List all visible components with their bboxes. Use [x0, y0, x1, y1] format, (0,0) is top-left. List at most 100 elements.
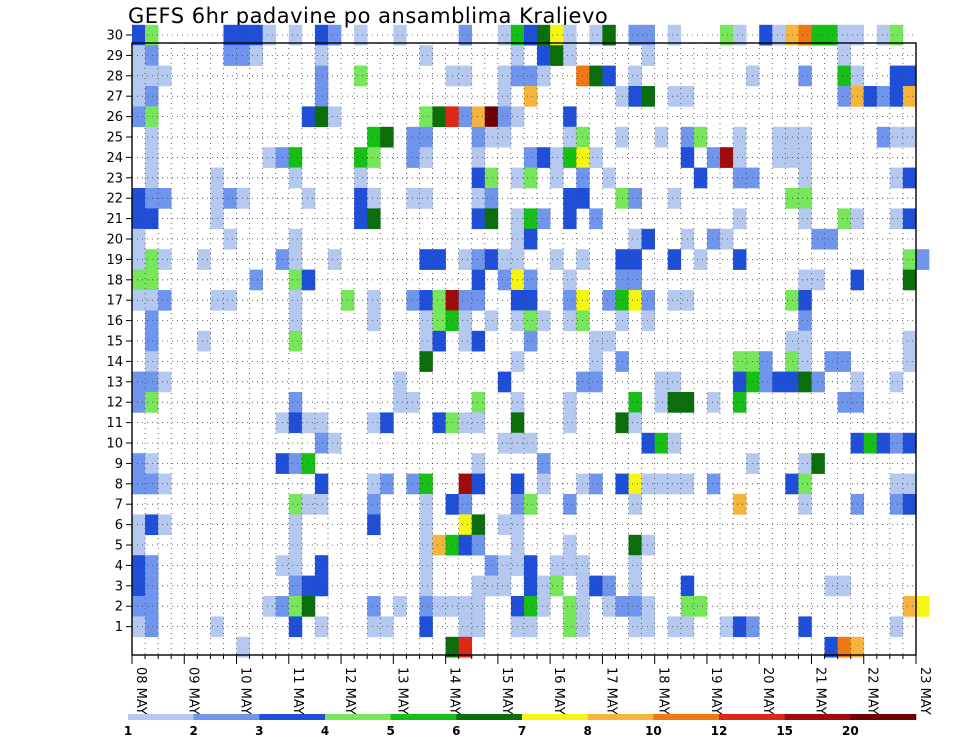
heatmap-cell: [537, 453, 551, 474]
heatmap-cell: [497, 86, 512, 107]
heatmap-cell: [145, 290, 159, 311]
heatmap-cell: [432, 249, 446, 270]
heatmap-cell: [772, 24, 786, 46]
heatmap-cell: [145, 310, 159, 332]
heatmap-cell: [393, 392, 407, 413]
heatmap-cell: [288, 269, 303, 291]
heatmap-cell: [497, 249, 512, 270]
heatmap-cell: [471, 330, 486, 352]
heatmap-cell: [902, 494, 917, 515]
heatmap-cell: [471, 514, 486, 536]
heatmap-cell: [132, 106, 146, 128]
heatmap-cell: [628, 575, 642, 597]
heatmap-cell: [524, 208, 538, 230]
heatmap-cell: [419, 473, 433, 495]
heatmap-cell: [563, 412, 577, 434]
heatmap-cell: [223, 24, 237, 46]
heatmap-cell: [798, 453, 812, 474]
heatmap-cell: [458, 636, 473, 658]
heatmap-cell: [733, 249, 747, 270]
heatmap-cell: [837, 45, 851, 66]
heatmap-cell: [145, 371, 159, 393]
heatmap-cell: [354, 208, 368, 230]
heatmap-cell: [863, 86, 878, 107]
chart-title: GEFS 6hr padavine po ansamblima Kraljevo: [128, 4, 609, 28]
heatmap-cell: [288, 575, 303, 597]
heatmap-cell: [458, 412, 473, 434]
heatmap-cell: [497, 126, 512, 148]
heatmap-cell: [288, 392, 303, 413]
heatmap-cell: [563, 24, 577, 46]
heatmap-cell: [314, 24, 329, 46]
heatmap-cell: [537, 65, 551, 87]
y-tick-label: 23: [106, 171, 123, 186]
heatmap-cell: [889, 616, 904, 638]
heatmap-cell: [132, 534, 146, 556]
heatmap-cell: [288, 453, 303, 474]
heatmap-cell: [602, 167, 616, 189]
heatmap-cell: [706, 147, 721, 168]
heatmap-cell: [602, 575, 616, 597]
heatmap-cell: [706, 228, 721, 250]
heatmap-cell: [432, 330, 446, 352]
heatmap-cell: [524, 616, 538, 638]
heatmap-cell: [824, 24, 838, 46]
heatmap-cell: [132, 453, 146, 474]
x-tick-label: 23 MAY: [917, 667, 932, 715]
heatmap-cell: [236, 45, 250, 66]
colorbar-label: 8: [583, 724, 591, 738]
heatmap-cell: [628, 473, 642, 495]
heatmap-cell: [889, 473, 904, 495]
heatmap-cell: [693, 596, 708, 617]
heatmap-cell: [902, 167, 917, 189]
colorbar-label: 15: [776, 724, 793, 738]
y-tick-label: 27: [106, 90, 123, 105]
y-tick-label: 8: [115, 477, 123, 492]
heatmap-cell: [550, 575, 564, 597]
y-tick-label: 5: [115, 539, 123, 554]
heatmap-cell: [524, 494, 538, 515]
x-tick-label: 18 MAY: [656, 667, 671, 715]
heatmap-cell: [524, 24, 538, 46]
heatmap-cell: [314, 86, 329, 107]
heatmap-cell: [367, 310, 381, 332]
heatmap-cell: [145, 555, 159, 576]
heatmap-cell: [406, 392, 420, 413]
heatmap-cell: [458, 534, 473, 556]
colorbar-segment: [784, 714, 851, 720]
heatmap-cell: [524, 147, 538, 168]
heatmap-cell: [798, 330, 812, 352]
heatmap-cell: [367, 494, 381, 515]
heatmap-cell: [484, 208, 499, 230]
heatmap-cell: [458, 65, 473, 87]
heatmap-cell: [589, 351, 603, 372]
heatmap-cell: [524, 596, 538, 617]
heatmap-cell: [916, 596, 930, 617]
heatmap-cell: [328, 106, 342, 128]
y-tick-label: 21: [106, 212, 123, 227]
heatmap-cell: [628, 596, 642, 617]
colorbar-segment: [653, 714, 720, 720]
heatmap-cell: [314, 432, 329, 454]
heatmap-cell: [158, 371, 172, 393]
heatmap-cell: [145, 167, 159, 189]
heatmap-cell: [589, 147, 603, 168]
heatmap-cell: [589, 473, 603, 495]
heatmap-cell: [484, 310, 499, 332]
heatmap-cell: [824, 351, 838, 372]
heatmap-cell: [301, 269, 316, 291]
heatmap-cell: [458, 249, 473, 270]
colorbar-label: 3: [255, 724, 263, 738]
heatmap-cell: [837, 86, 851, 107]
heatmap-cell: [537, 473, 551, 495]
heatmap-cell: [314, 45, 329, 66]
heatmap-cell: [419, 310, 433, 332]
heatmap-cell: [589, 575, 603, 597]
heatmap-cell: [798, 208, 812, 230]
heatmap-cell: [497, 24, 512, 46]
heatmap-cell: [145, 126, 159, 148]
heatmap-cell: [288, 330, 303, 352]
heatmap-cell: [380, 473, 394, 495]
y-tick-label: 7: [115, 498, 123, 513]
heatmap-cell: [223, 228, 237, 250]
